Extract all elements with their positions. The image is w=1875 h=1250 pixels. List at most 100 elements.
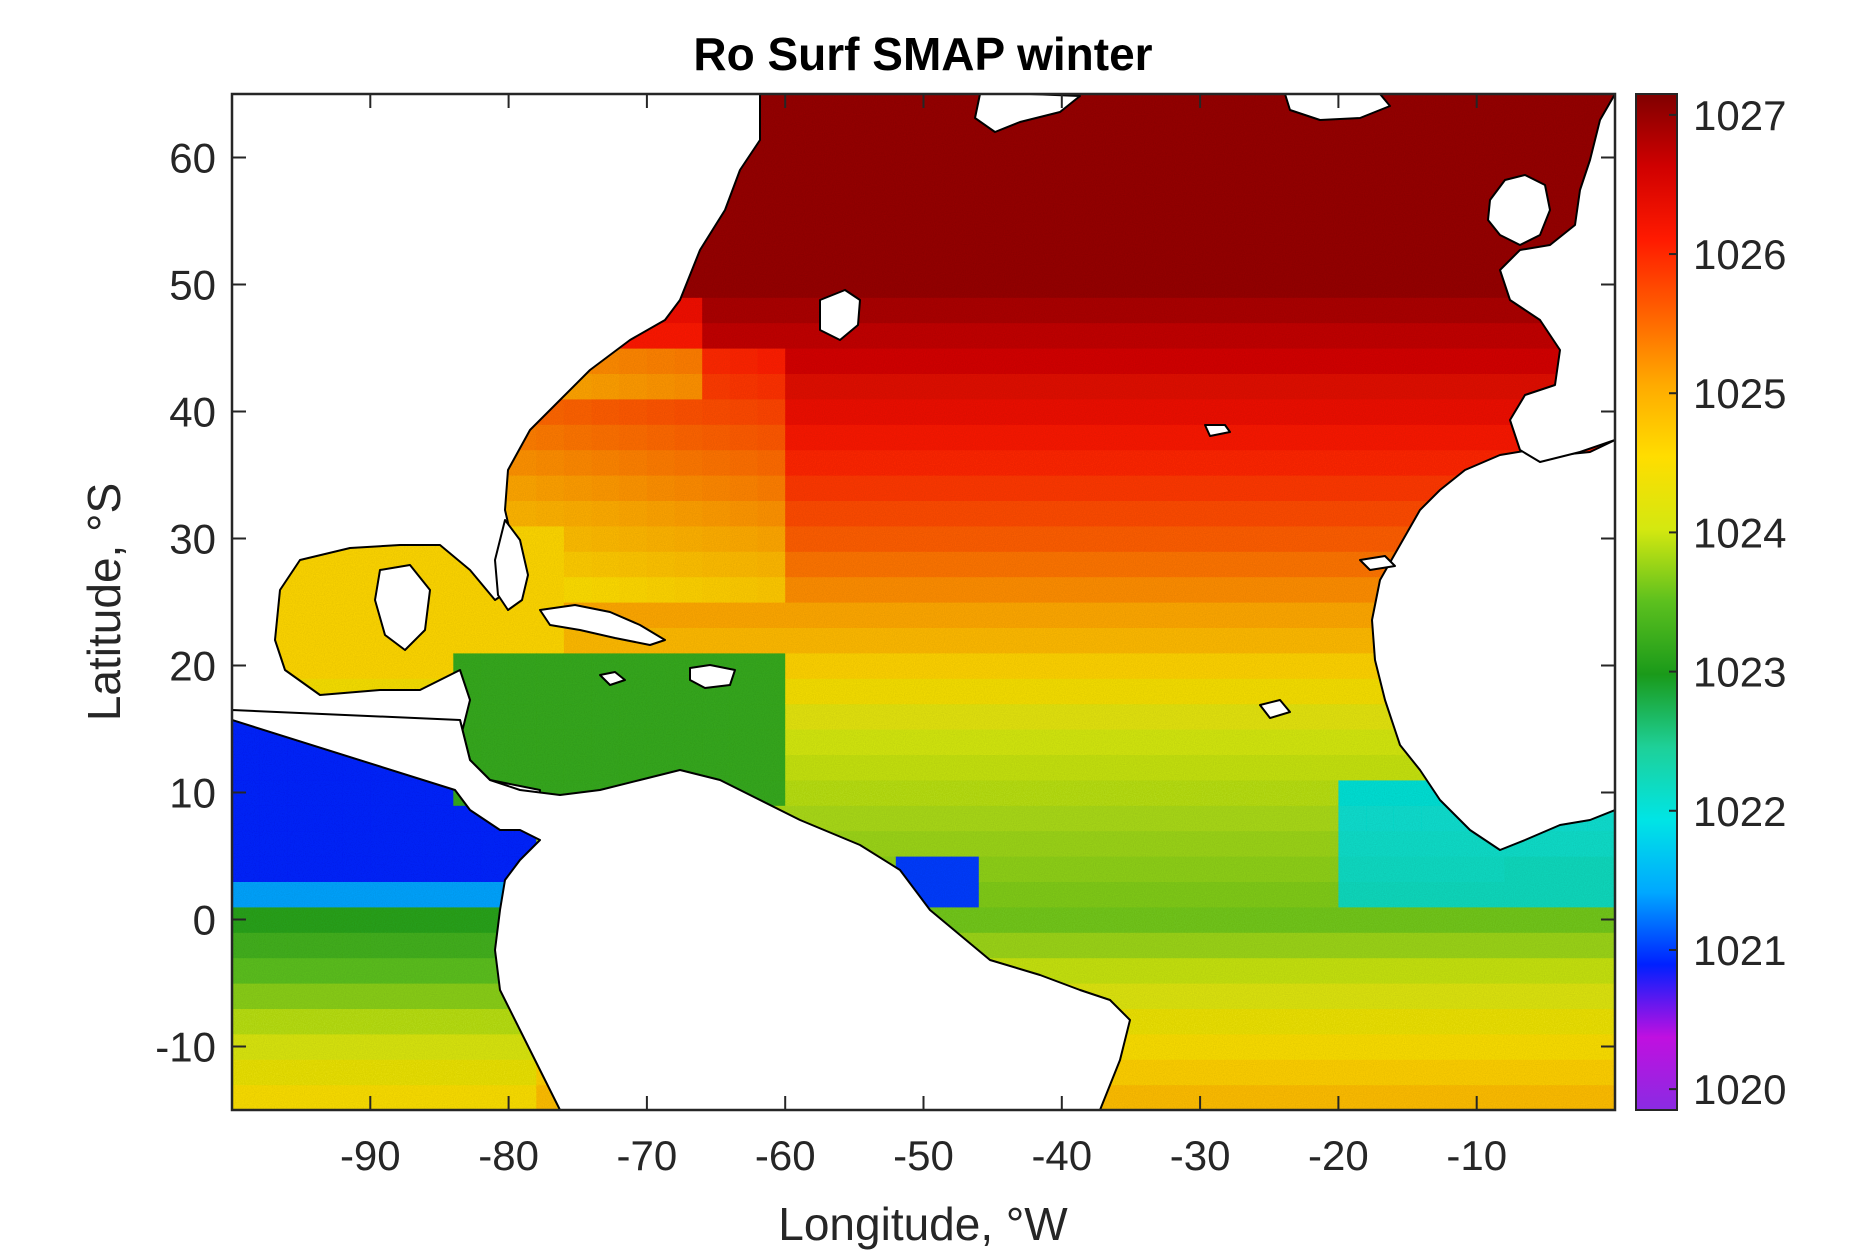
field-cell: [1283, 221, 1312, 247]
field-cell: [1089, 271, 1118, 298]
field-cell: [425, 805, 454, 832]
field-cell: [1034, 779, 1063, 806]
field-cell: [536, 729, 565, 755]
field-cell: [674, 576, 703, 603]
field-cell: [895, 373, 925, 400]
field-cell: [785, 424, 814, 451]
field-cell: [923, 627, 952, 654]
field-cell: [978, 779, 1008, 806]
field-cell: [259, 830, 288, 857]
field-cell: [1449, 1008, 1478, 1035]
field-cell: [1006, 703, 1035, 730]
field-cell: [1089, 525, 1118, 552]
field-cell: [315, 1033, 344, 1060]
field-cell: [923, 551, 952, 578]
field-cell: [1200, 551, 1229, 578]
field-cell: [1061, 246, 1091, 273]
field-cell: [978, 652, 1008, 679]
field-cell: [259, 856, 288, 882]
field-cell: [1172, 1059, 1201, 1086]
field-cell: [1172, 170, 1201, 197]
field-cell: [259, 805, 288, 832]
field-cell: [1172, 856, 1201, 882]
field-cell: [1144, 221, 1174, 247]
field-cell: [1366, 525, 1395, 552]
field-cell: [315, 932, 344, 959]
field-cell: [1559, 830, 1588, 857]
field-cell: [232, 881, 261, 908]
field-cell: [840, 627, 869, 654]
field-cell: [729, 627, 759, 654]
field-cell: [840, 348, 869, 374]
field-cell: [729, 729, 759, 755]
field-cell: [1559, 881, 1588, 908]
field-cell: [1504, 322, 1533, 349]
field-cell: [1310, 475, 1339, 501]
field-cell: [702, 246, 731, 273]
field-cell: [868, 373, 897, 400]
field-cell: [1172, 805, 1201, 832]
field-cell: [978, 170, 1008, 197]
field-cell: [1366, 729, 1395, 755]
field-cell: [1200, 170, 1229, 197]
field-cell: [868, 144, 897, 171]
field-cell: [1144, 348, 1174, 374]
field-cell: [1227, 983, 1257, 1009]
field-cell: [1117, 398, 1146, 425]
field-cell: [978, 525, 1008, 552]
field-cell: [315, 602, 344, 628]
field-cell: [1144, 500, 1174, 527]
field-cell: [1476, 398, 1505, 425]
field-cell: [1172, 754, 1201, 781]
field-cell: [1421, 932, 1450, 959]
field-cell: [1034, 678, 1063, 705]
field-cell: [1061, 373, 1091, 400]
field-cell: [1283, 805, 1312, 832]
field-cell: [342, 602, 371, 628]
field-cell: [840, 551, 869, 578]
field-cell: [453, 957, 482, 984]
field-cell: [1172, 1033, 1201, 1060]
field-cell: [785, 779, 814, 806]
field-cell: [591, 729, 620, 755]
field-cell: [785, 398, 814, 425]
field-cell: [287, 576, 316, 603]
field-cell: [619, 652, 648, 679]
field-cell: [978, 856, 1008, 882]
field-cell: [1310, 424, 1339, 451]
field-cell: [1117, 983, 1146, 1009]
field-cell: [287, 856, 316, 882]
field-cell: [1117, 246, 1146, 273]
field-cell: [1144, 602, 1174, 628]
field-cell: [1089, 119, 1118, 146]
field-cell: [702, 449, 731, 476]
field-cell: [923, 246, 952, 273]
field-cell: [895, 779, 925, 806]
field-cell: [1421, 983, 1450, 1009]
field-cell: [729, 576, 759, 603]
field-cell: [1366, 957, 1395, 984]
field-cell: [1089, 576, 1118, 603]
field-cell: [895, 424, 925, 451]
field-cell: [757, 678, 786, 705]
field-cell: [923, 144, 952, 171]
field-cell: [1227, 322, 1257, 349]
field-cell: [1283, 627, 1312, 654]
field-cell: [729, 500, 759, 527]
field-cell: [480, 1033, 510, 1060]
field-cell: [1144, 906, 1174, 933]
field-cell: [1061, 729, 1091, 755]
field-cell: [1338, 602, 1367, 628]
field-cell: [1393, 195, 1422, 222]
field-cell: [1089, 144, 1118, 171]
field-cell: [757, 144, 786, 171]
field-cell: [1338, 322, 1367, 349]
field-cell: [1034, 729, 1063, 755]
field-cell: [1227, 373, 1257, 400]
field-cell: [619, 424, 648, 451]
field-cell: [951, 246, 980, 273]
field-cell: [1117, 856, 1146, 882]
field-cell: [1172, 500, 1201, 527]
field-cell: [1089, 602, 1118, 628]
field-cell: [1200, 957, 1229, 984]
